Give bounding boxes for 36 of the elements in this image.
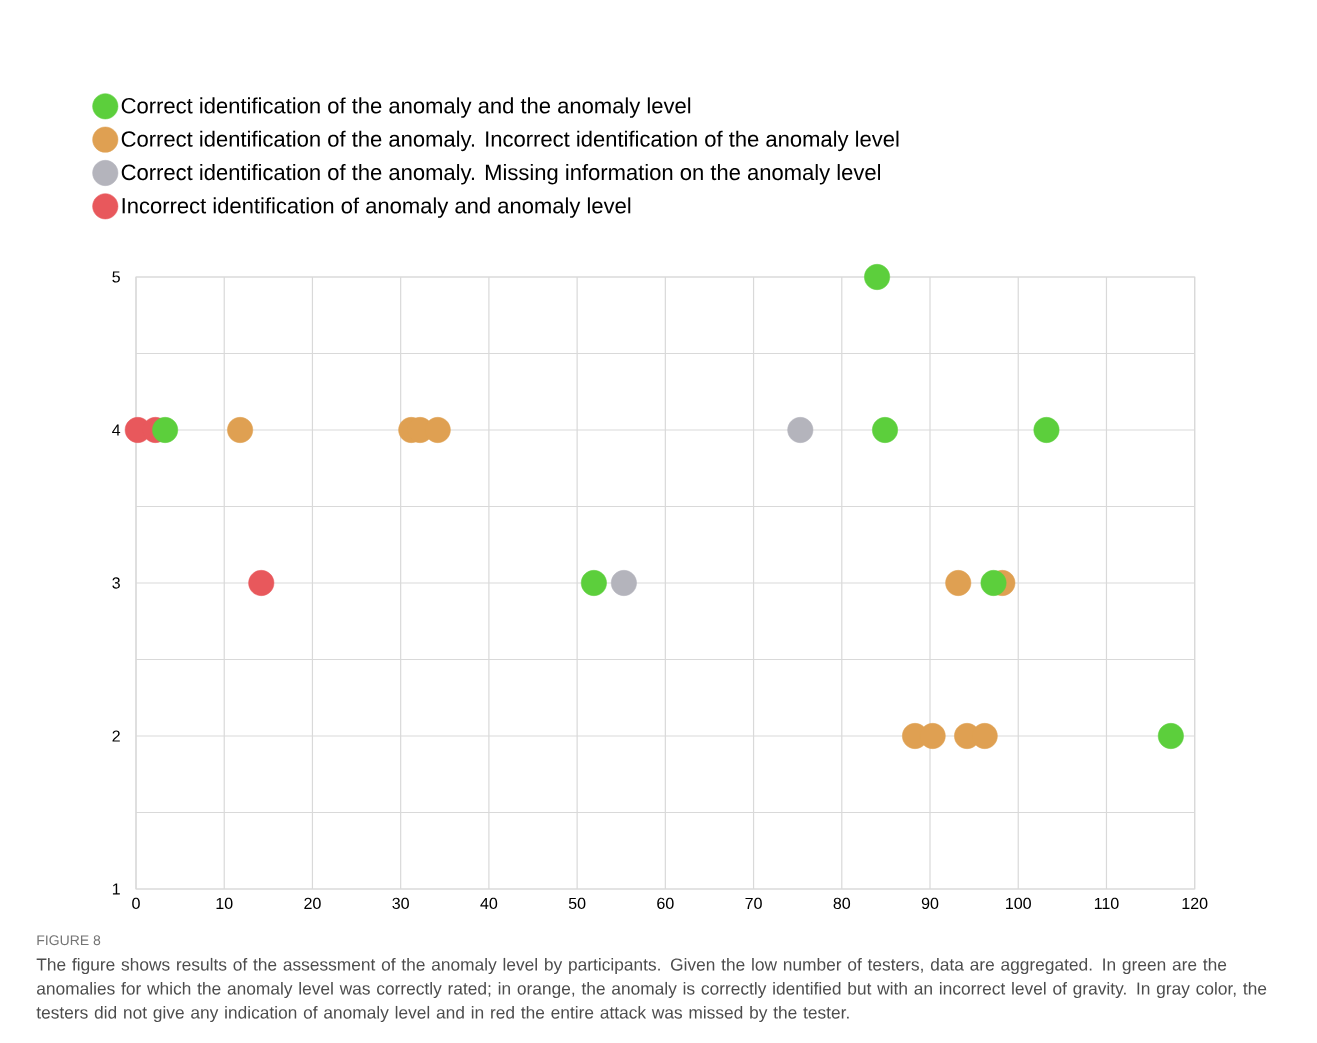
- x-tick-label: 60: [657, 897, 674, 910]
- x-tick-label: 10: [216, 897, 233, 910]
- point: [864, 264, 891, 290]
- y-tick-label: 5: [112, 271, 120, 283]
- x-tick-label: 120: [1182, 897, 1208, 910]
- point: [1033, 417, 1060, 443]
- legend-label: Correct identification of the anomaly. Missing information on the anomaly level: [121, 164, 881, 185]
- x-tick-label: 110: [1094, 897, 1119, 910]
- legend-label: Incorrect identification of anomaly and anomaly level: [122, 197, 631, 218]
- point: [980, 570, 1007, 596]
- point: [610, 570, 637, 596]
- x-tick-label: 100: [1006, 897, 1031, 910]
- x-tick-label: 0: [132, 897, 140, 910]
- point: [945, 570, 972, 596]
- x-tick-label: 50: [568, 897, 586, 910]
- caption: FIGURE 8: [37, 935, 101, 946]
- text: The figure shows results of the assessment of the anomaly level by participants. Given the low number of testers, data are aggregated. In green are the anomalies for which the anomaly level was correctly rated; in orange, the anomaly is correctly identified but with an incorrect level of gravity. In gray color, the testers did not give any indication of anomaly level and in red the entire attack was missed by the tester.: [36, 957, 1267, 1023]
- point: [248, 570, 275, 596]
- x-tick-label: 20: [304, 897, 321, 910]
- point: [227, 417, 254, 443]
- y-tick-label: 1: [112, 883, 120, 895]
- x-tick-label: 90: [921, 897, 939, 910]
- y-tick-label: 3: [112, 577, 120, 589]
- point: [1157, 723, 1184, 749]
- legend-label: Correct identification of the anomaly. Incorrect identification of the anomaly level: [121, 130, 899, 152]
- point: [872, 417, 898, 443]
- x-tick-label: 40: [480, 897, 498, 910]
- y-tick-label: 2: [112, 730, 120, 742]
- y-tick-label: 4: [112, 424, 121, 436]
- x-tick-label: 70: [745, 897, 762, 910]
- point: [580, 570, 607, 596]
- point: [787, 417, 814, 443]
- legend-label: Correct identification of the anomaly and the anomaly level: [121, 97, 691, 118]
- x-tick-label: 30: [392, 897, 409, 910]
- x-tick-label: 80: [833, 897, 851, 910]
- point: [152, 417, 179, 443]
